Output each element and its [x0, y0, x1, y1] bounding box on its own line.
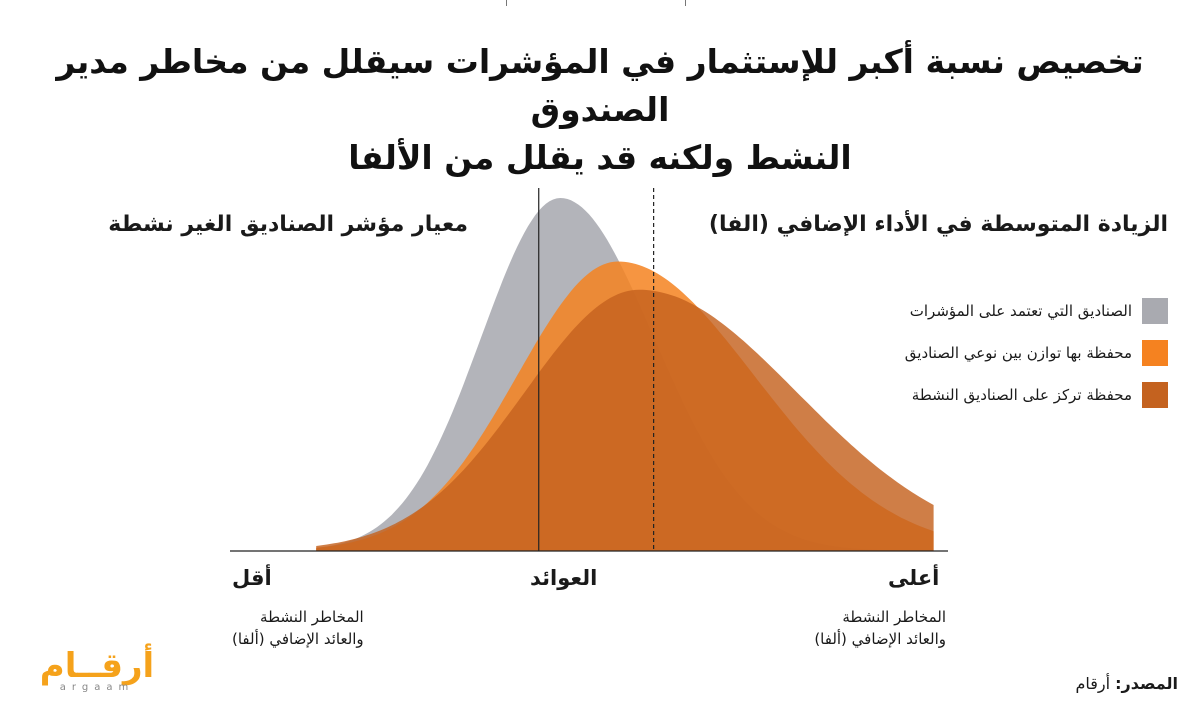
legend-swatch-balanced [1142, 340, 1168, 366]
axis-label-higher: أعلى [888, 566, 940, 590]
legend-swatch-active [1142, 382, 1168, 408]
axis-desc-higher-line-2: والعائد الإضافي (ألفا) [814, 630, 946, 648]
legend-swatch-index [1142, 298, 1168, 324]
title-line-2: النشط ولكنه قد يقلل من الألفا [348, 138, 852, 177]
axis-desc-lower-line-2: والعائد الإضافي (ألفا) [232, 630, 364, 648]
benchmark-heading: معيار مؤشر الصناديق الغير نشطة [108, 212, 468, 237]
legend-label-balanced: محفظة بها توازن بين نوعي الصناديق [904, 344, 1132, 362]
area-active-portfolio [316, 289, 934, 551]
chart-title: تخصيص نسبة أكبر للإستثمار في المؤشرات سي… [40, 38, 1160, 182]
axis-desc-lower-line-1: المخاطر النشطة [260, 608, 364, 626]
legend-item: الصناديق التي تعتمد على المؤشرات [905, 290, 1168, 332]
legend: الصناديق التي تعتمد على المؤشرات محفظة ب… [905, 290, 1168, 416]
axis-label-lower: أقل [232, 566, 272, 590]
axis-desc-lower: المخاطر النشطة والعائد الإضافي (ألفا) [232, 606, 364, 650]
legend-label-active: محفظة تركز على الصناديق النشطة [911, 386, 1132, 404]
source-value: أرقام [1075, 674, 1111, 693]
legend-item: محفظة تركز على الصناديق النشطة [905, 374, 1168, 416]
source-note: المصدر: أرقام [1075, 674, 1178, 693]
legend-item: محفظة بها توازن بين نوعي الصناديق [905, 332, 1168, 374]
axis-label-returns: العوائد [530, 566, 598, 590]
legend-label-index: الصناديق التي تعتمد على المؤشرات [909, 302, 1132, 320]
logo-arabic-text: أرقــام [39, 646, 155, 686]
alpha-heading: الزيادة المتوسطة في الأداء الإضافي (الفا… [708, 212, 1168, 237]
source-label: المصدر: [1115, 674, 1178, 693]
argaam-logo: أرقــام argaam [22, 648, 172, 693]
axis-desc-higher: المخاطر النشطة والعائد الإضافي (ألفا) [814, 606, 946, 650]
axis-desc-higher-line-1: المخاطر النشطة [842, 608, 946, 626]
logo-latin-text: argaam [59, 682, 135, 693]
title-line-1: تخصيص نسبة أكبر للإستثمار في المؤشرات سي… [56, 42, 1144, 129]
